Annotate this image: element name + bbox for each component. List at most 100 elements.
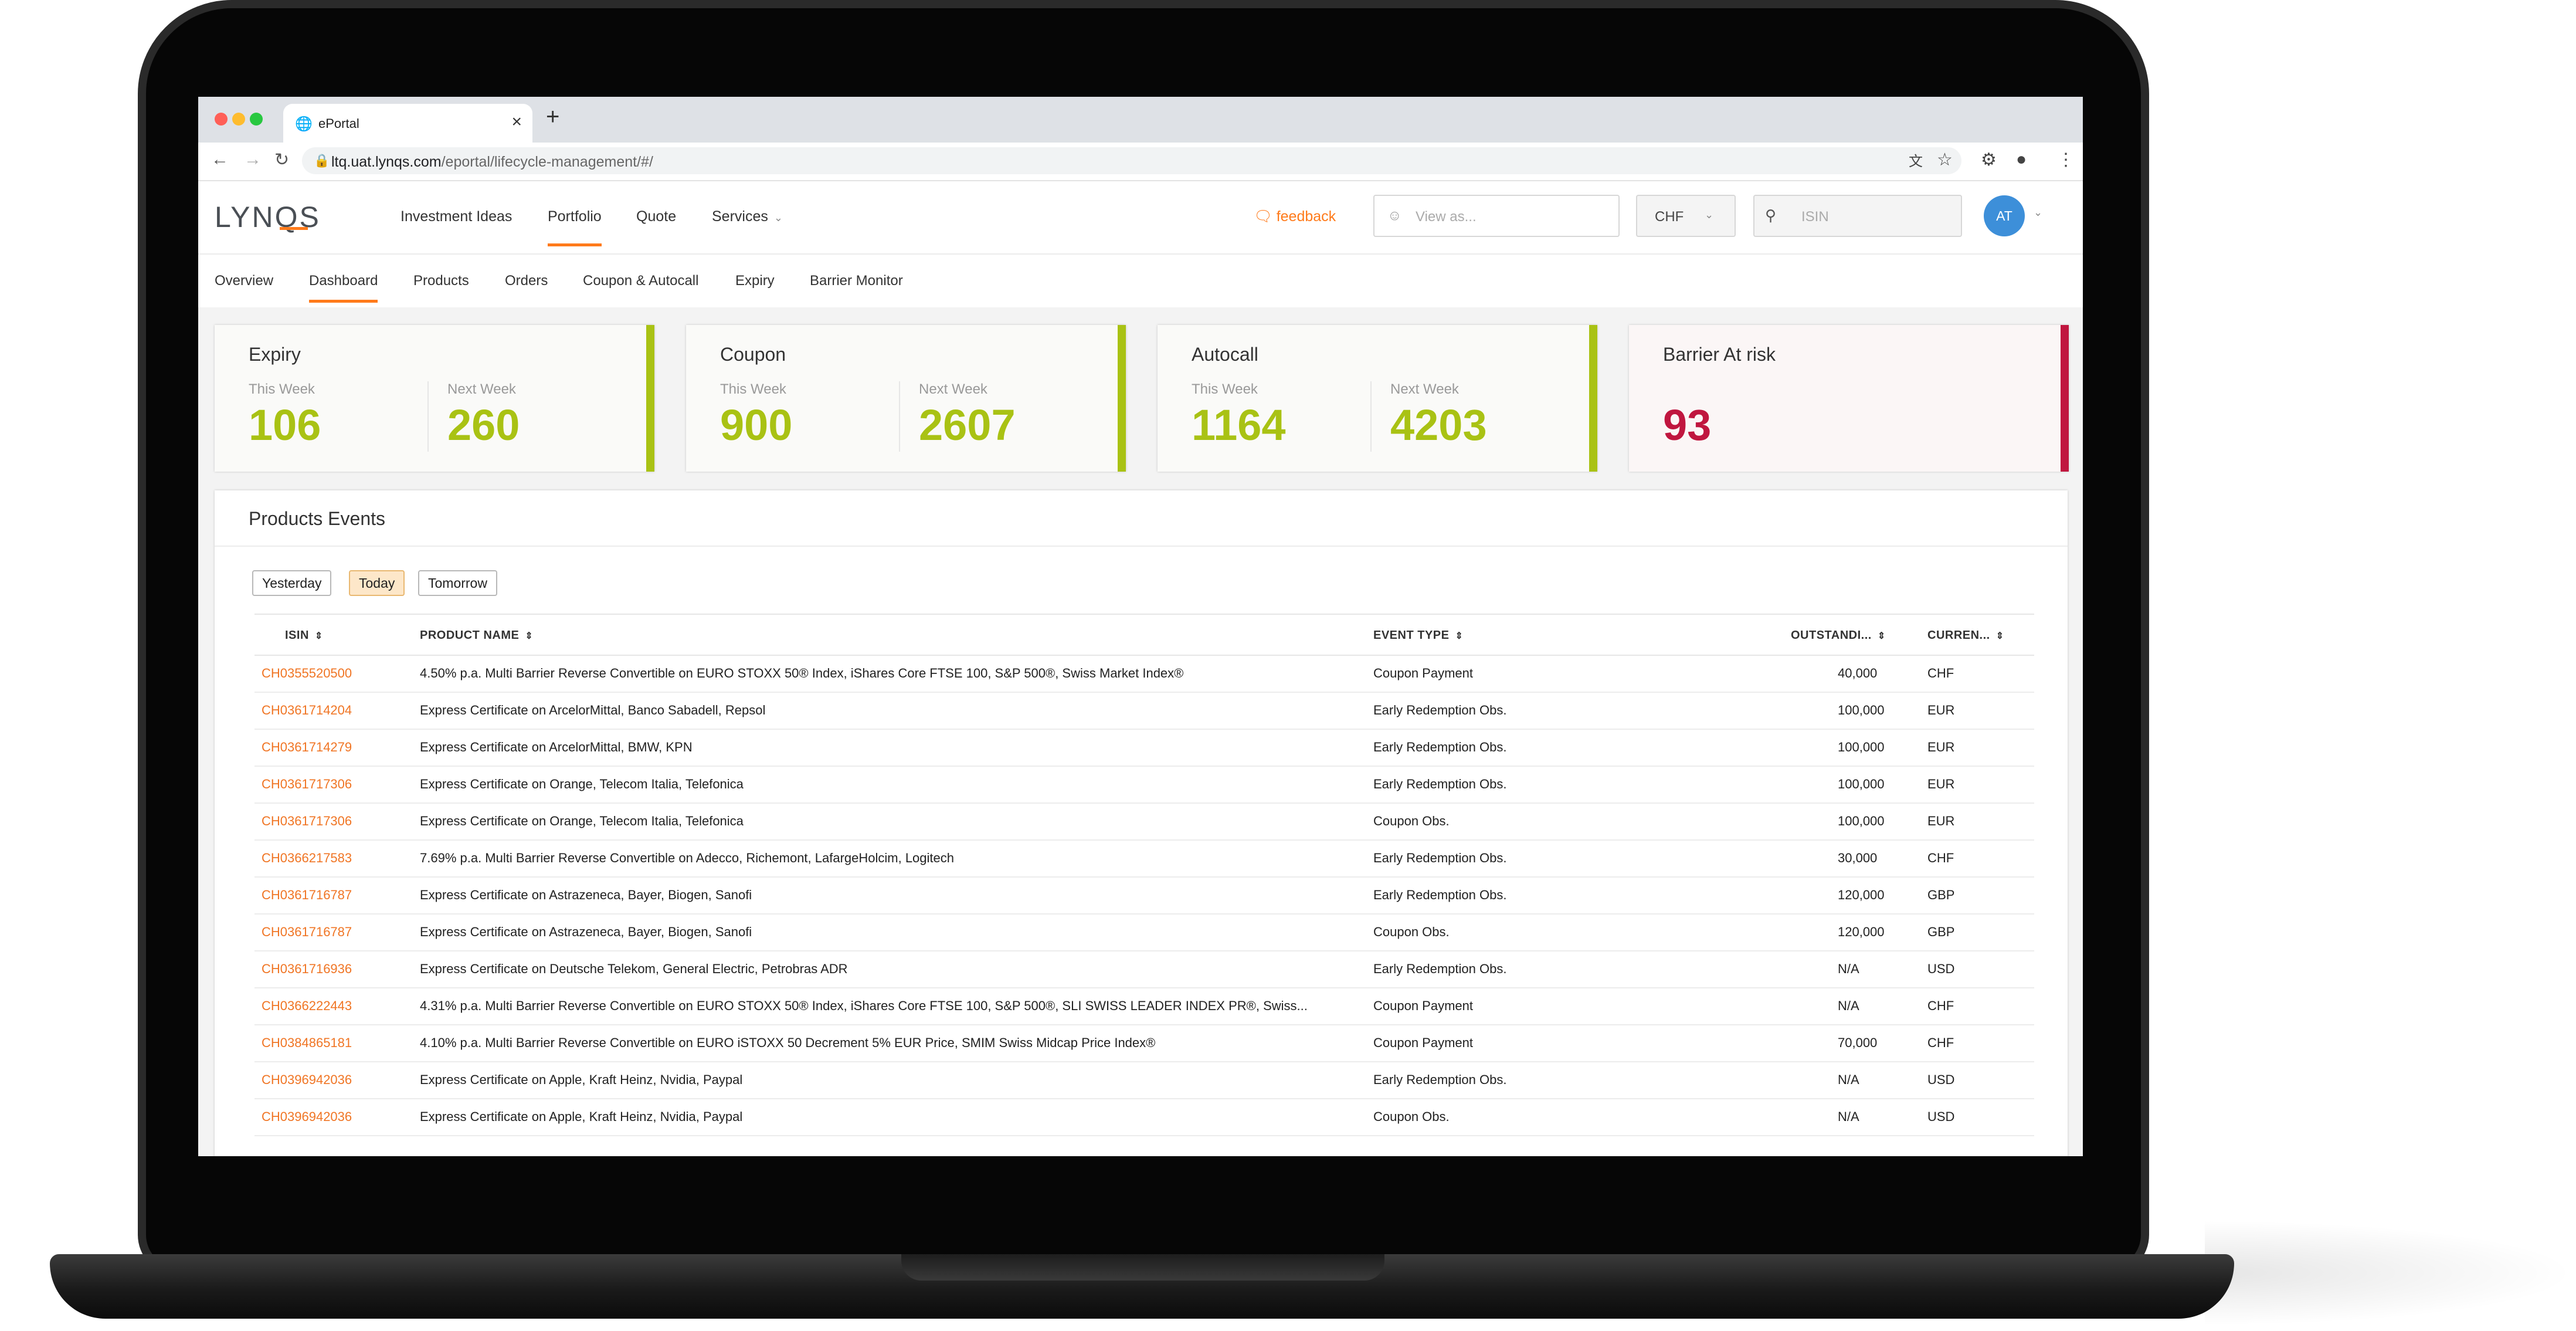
- column-header-product-name[interactable]: PRODUCT NAME ⇕: [420, 629, 533, 642]
- close-window-button[interactable]: [215, 113, 228, 126]
- table-row[interactable]: CH0361716936 Express Certificate on Deuts…: [254, 950, 2034, 988]
- tab-orders[interactable]: Orders: [505, 273, 548, 289]
- extensions-icon[interactable]: ⚙: [1981, 150, 1997, 170]
- table-row[interactable]: CH0361714279 Express Certificate on Arcel…: [254, 729, 2034, 767]
- tab-dashboard[interactable]: Dashboard: [309, 273, 378, 303]
- cell-currency: CHF: [1927, 1035, 1954, 1050]
- nav-services[interactable]: Services ⌄: [712, 208, 783, 225]
- forward-icon[interactable]: →: [244, 150, 262, 169]
- column-header-isin[interactable]: ISIN ⇕: [285, 629, 323, 642]
- cell-isin[interactable]: CH0361716787: [262, 888, 352, 902]
- table-row[interactable]: CH0396942036 Express Certificate on Apple…: [254, 1098, 2034, 1136]
- sort-icon[interactable]: ⇕: [1877, 631, 1886, 641]
- cell-isin[interactable]: CH0361716787: [262, 924, 352, 939]
- tab-coupon-autocall[interactable]: Coupon & Autocall: [583, 273, 699, 289]
- lynqs-logo[interactable]: LYNQS: [215, 200, 321, 234]
- table-row[interactable]: CH0384865181 4.10% p.a. Multi Barrier Rev…: [254, 1024, 2034, 1062]
- column-header-outstanding[interactable]: OUTSTANDI... ⇕: [1791, 629, 1886, 642]
- browser-tab[interactable]: 🌐 ePortal ×: [283, 104, 532, 143]
- filter-tomorrow-button[interactable]: Tomorrow: [418, 570, 497, 596]
- cell-isin[interactable]: CH0361717306: [262, 777, 352, 791]
- cell-isin[interactable]: CH0361717306: [262, 814, 352, 828]
- kpi-card-coupon[interactable]: Coupon This Week 900 Next Week 2607: [686, 325, 1126, 472]
- maximize-window-button[interactable]: [250, 113, 263, 126]
- cell-isin[interactable]: CH0396942036: [262, 1072, 352, 1087]
- kpi-next-week-value: 4203: [1390, 401, 1487, 449]
- sort-icon[interactable]: ⇕: [1455, 631, 1464, 641]
- cell-isin[interactable]: CH0366217583: [262, 851, 352, 865]
- tab-overview[interactable]: Overview: [215, 273, 274, 289]
- search-icon: ⚲: [1765, 206, 1777, 224]
- cell-isin[interactable]: CH0361714204: [262, 703, 352, 717]
- cell-product-name: 4.31% p.a. Multi Barrier Reverse Convert…: [420, 998, 1308, 1013]
- kpi-this-week-label: This Week: [249, 381, 315, 397]
- translate-icon[interactable]: 文: [1909, 154, 1923, 170]
- url-host: ltq.uat.lynqs.com: [331, 154, 442, 170]
- kpi-card-expiry[interactable]: Expiry This Week 106 Next Week 260: [215, 325, 654, 472]
- kpi-this-week-label: This Week: [1192, 381, 1258, 397]
- reload-icon[interactable]: ↻: [274, 150, 290, 170]
- table-row[interactable]: CH0361716787 Express Certificate on Astra…: [254, 913, 2034, 951]
- more-menu-icon[interactable]: ⋮: [2057, 150, 2075, 170]
- kpi-next-week-value: 260: [447, 401, 520, 449]
- cell-currency: USD: [1927, 1072, 1955, 1087]
- cell-isin[interactable]: CH0366222443: [262, 998, 352, 1013]
- sort-icon[interactable]: ⇕: [1995, 631, 2004, 641]
- table-row[interactable]: CH0396942036 Express Certificate on Apple…: [254, 1061, 2034, 1099]
- tab-barrier-monitor[interactable]: Barrier Monitor: [810, 273, 903, 289]
- cell-event-type: Coupon Payment: [1373, 998, 1473, 1013]
- cell-currency: USD: [1927, 961, 1955, 976]
- tab-expiry[interactable]: Expiry: [735, 273, 775, 289]
- new-tab-button[interactable]: +: [546, 104, 560, 130]
- column-header-event-type[interactable]: EVENT TYPE ⇕: [1373, 629, 1463, 642]
- kpi-card-autocall[interactable]: Autocall This Week 1164 Next Week 4203: [1158, 325, 1597, 472]
- chat-icon: 🗨: [1254, 208, 1277, 225]
- cell-isin[interactable]: CH0361714279: [262, 740, 352, 754]
- chevron-down-icon: ⌄: [1705, 209, 1714, 221]
- address-bar[interactable]: 🔒 ltq.uat.lynqs.com/eportal/lifecycle-ma…: [302, 147, 1961, 174]
- close-tab-icon[interactable]: ×: [511, 112, 522, 131]
- cell-outstanding: N/A: [1838, 961, 1859, 976]
- currency-select[interactable]: CHF ⌄: [1636, 195, 1736, 237]
- laptop-hinge: [901, 1254, 1384, 1281]
- view-as-input[interactable]: ☺ View as...: [1373, 195, 1620, 237]
- filter-today-button[interactable]: Today: [349, 570, 405, 596]
- table-row[interactable]: CH0361716787 Express Certificate on Astra…: [254, 876, 2034, 915]
- back-icon[interactable]: ←: [211, 150, 229, 169]
- isin-search-input[interactable]: ⚲ ISIN: [1753, 195, 1962, 237]
- minimize-window-button[interactable]: [232, 113, 245, 126]
- avatar[interactable]: AT: [1984, 195, 2025, 236]
- nav-quote[interactable]: Quote: [636, 208, 677, 225]
- column-label: PRODUCT NAME: [420, 629, 520, 642]
- cell-currency: GBP: [1927, 888, 1955, 902]
- kpi-card-barrier-at-risk[interactable]: Barrier At risk 93: [1629, 325, 2069, 472]
- table-row[interactable]: CH0355520500 4.50% p.a. Multi Barrier Rev…: [254, 655, 2034, 693]
- table-row[interactable]: CH0361714204 Express Certificate on Arcel…: [254, 692, 2034, 730]
- star-icon[interactable]: ☆: [1937, 150, 1953, 170]
- chevron-down-icon[interactable]: ⌄: [2034, 206, 2043, 218]
- kpi-title: Autocall: [1192, 344, 1258, 365]
- cell-outstanding: 100,000: [1838, 777, 1885, 791]
- table-row[interactable]: CH0361717306 Express Certificate on Orang…: [254, 802, 2034, 841]
- tab-products[interactable]: Products: [413, 273, 469, 289]
- table-row[interactable]: CH0361717306 Express Certificate on Orang…: [254, 766, 2034, 804]
- cell-event-type: Early Redemption Obs.: [1373, 888, 1507, 902]
- filter-yesterday-button[interactable]: Yesterday: [252, 570, 332, 596]
- cell-isin[interactable]: CH0355520500: [262, 666, 352, 680]
- sort-icon[interactable]: ⇕: [525, 631, 534, 641]
- screen: 🌐 ePortal × + ← → ↻ 🔒 ltq.uat.lynqs.com/…: [198, 97, 2083, 1156]
- nav-portfolio[interactable]: Portfolio: [548, 208, 602, 246]
- cell-isin[interactable]: CH0361716936: [262, 961, 352, 976]
- column-header-currency[interactable]: CURREN... ⇕: [1927, 629, 2004, 642]
- table-row[interactable]: CH0366222443 4.31% p.a. Multi Barrier Rev…: [254, 987, 2034, 1025]
- feedback-button[interactable]: 🗨 feedback: [1254, 208, 1336, 225]
- cell-outstanding: 100,000: [1838, 814, 1885, 828]
- cell-event-type: Early Redemption Obs.: [1373, 777, 1507, 791]
- nav-investment-ideas[interactable]: Investment Ideas: [401, 208, 513, 225]
- table-row[interactable]: CH0366217583 7.69% p.a. Multi Barrier Rev…: [254, 839, 2034, 878]
- cell-event-type: Coupon Obs.: [1373, 1109, 1450, 1124]
- cell-isin[interactable]: CH0396942036: [262, 1109, 352, 1124]
- cell-isin[interactable]: CH0384865181: [262, 1035, 352, 1050]
- sort-icon[interactable]: ⇕: [314, 631, 323, 641]
- profile-icon[interactable]: ●: [2016, 150, 2027, 169]
